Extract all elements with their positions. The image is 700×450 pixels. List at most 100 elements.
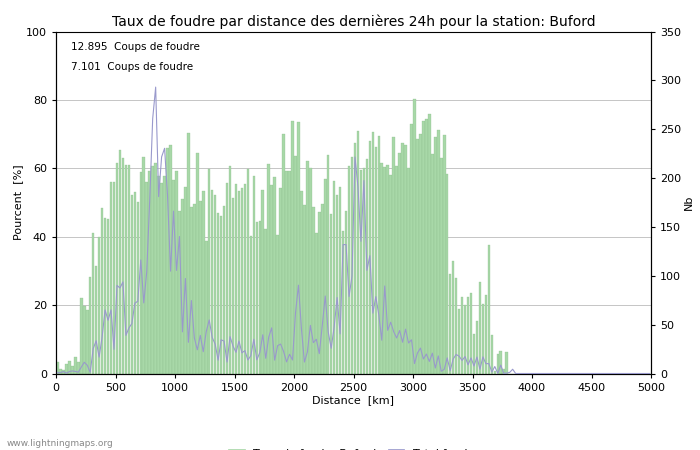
Bar [163, 176, 166, 374]
Bar [110, 182, 112, 374]
Bar [298, 122, 300, 374]
Bar [172, 180, 175, 374]
Bar [125, 165, 127, 374]
Bar [360, 170, 362, 374]
Bar [434, 137, 437, 374]
Bar [365, 158, 368, 374]
Bar [127, 165, 130, 374]
Bar [458, 309, 461, 374]
Bar [286, 171, 288, 374]
Title: Taux de foudre par distance des dernières 24h pour la station: Buford: Taux de foudre par distance des dernière… [112, 14, 595, 29]
Bar [422, 121, 425, 374]
Bar [393, 137, 395, 374]
Bar [274, 177, 276, 374]
Bar [279, 188, 282, 374]
Bar [484, 295, 487, 373]
Bar [160, 183, 163, 374]
Bar [413, 99, 416, 374]
Text: www.lightningmaps.org: www.lightningmaps.org [7, 439, 113, 448]
Bar [232, 198, 235, 374]
Bar [407, 168, 410, 374]
Bar [89, 277, 92, 374]
Bar [446, 175, 449, 374]
Bar [431, 154, 433, 374]
Bar [208, 169, 211, 374]
Bar [351, 157, 354, 374]
Bar [452, 261, 454, 373]
Bar [282, 134, 285, 374]
Bar [330, 214, 332, 374]
Bar [244, 184, 246, 374]
Bar [158, 176, 160, 374]
Bar [199, 201, 202, 374]
Bar [384, 167, 386, 374]
Bar [131, 195, 133, 374]
Bar [184, 187, 187, 374]
Bar [405, 145, 407, 374]
Bar [461, 297, 463, 373]
Bar [354, 143, 356, 374]
Bar [309, 167, 312, 374]
Bar [473, 333, 475, 374]
Bar [291, 121, 294, 374]
Bar [491, 335, 493, 374]
Bar [226, 183, 228, 374]
Bar [270, 185, 273, 374]
Bar [167, 148, 169, 374]
Bar [193, 204, 195, 374]
Bar [83, 306, 85, 374]
Bar [62, 369, 64, 374]
Bar [68, 361, 71, 374]
Bar [223, 207, 225, 374]
Bar [398, 153, 401, 374]
Bar [190, 207, 192, 374]
Bar [119, 150, 121, 374]
Bar [437, 130, 440, 373]
Bar [476, 321, 478, 373]
Bar [220, 216, 223, 374]
Bar [288, 171, 290, 374]
Bar [155, 163, 157, 374]
Bar [234, 184, 237, 374]
Bar [443, 135, 445, 373]
Bar [345, 211, 347, 374]
Bar [276, 235, 279, 374]
Bar [56, 362, 59, 374]
Bar [327, 155, 330, 374]
Bar [229, 166, 231, 374]
Bar [214, 195, 216, 374]
Bar [500, 351, 502, 374]
Bar [425, 119, 428, 374]
Bar [175, 171, 178, 374]
Bar [377, 136, 380, 374]
Bar [241, 188, 243, 374]
Bar [169, 145, 172, 373]
Bar [470, 293, 473, 374]
Bar [60, 369, 62, 373]
Bar [440, 158, 442, 374]
Bar [262, 190, 264, 374]
Bar [333, 181, 335, 374]
Bar [74, 357, 76, 374]
Bar [324, 179, 326, 374]
Bar [122, 158, 124, 374]
Bar [139, 172, 142, 374]
Bar [80, 298, 83, 374]
Bar [187, 133, 190, 374]
Bar [482, 304, 484, 374]
Bar [401, 143, 404, 374]
Bar [312, 207, 314, 374]
Bar [116, 163, 118, 374]
Bar [428, 114, 430, 374]
Bar [339, 187, 342, 374]
Bar [65, 364, 68, 373]
Bar [496, 354, 499, 374]
Bar [372, 132, 374, 374]
Bar [181, 199, 183, 374]
Bar [389, 176, 392, 374]
Bar [419, 134, 421, 374]
Y-axis label: Pourcent  [%]: Pourcent [%] [13, 165, 23, 240]
Bar [467, 297, 469, 374]
Bar [464, 305, 466, 374]
Bar [306, 161, 309, 374]
